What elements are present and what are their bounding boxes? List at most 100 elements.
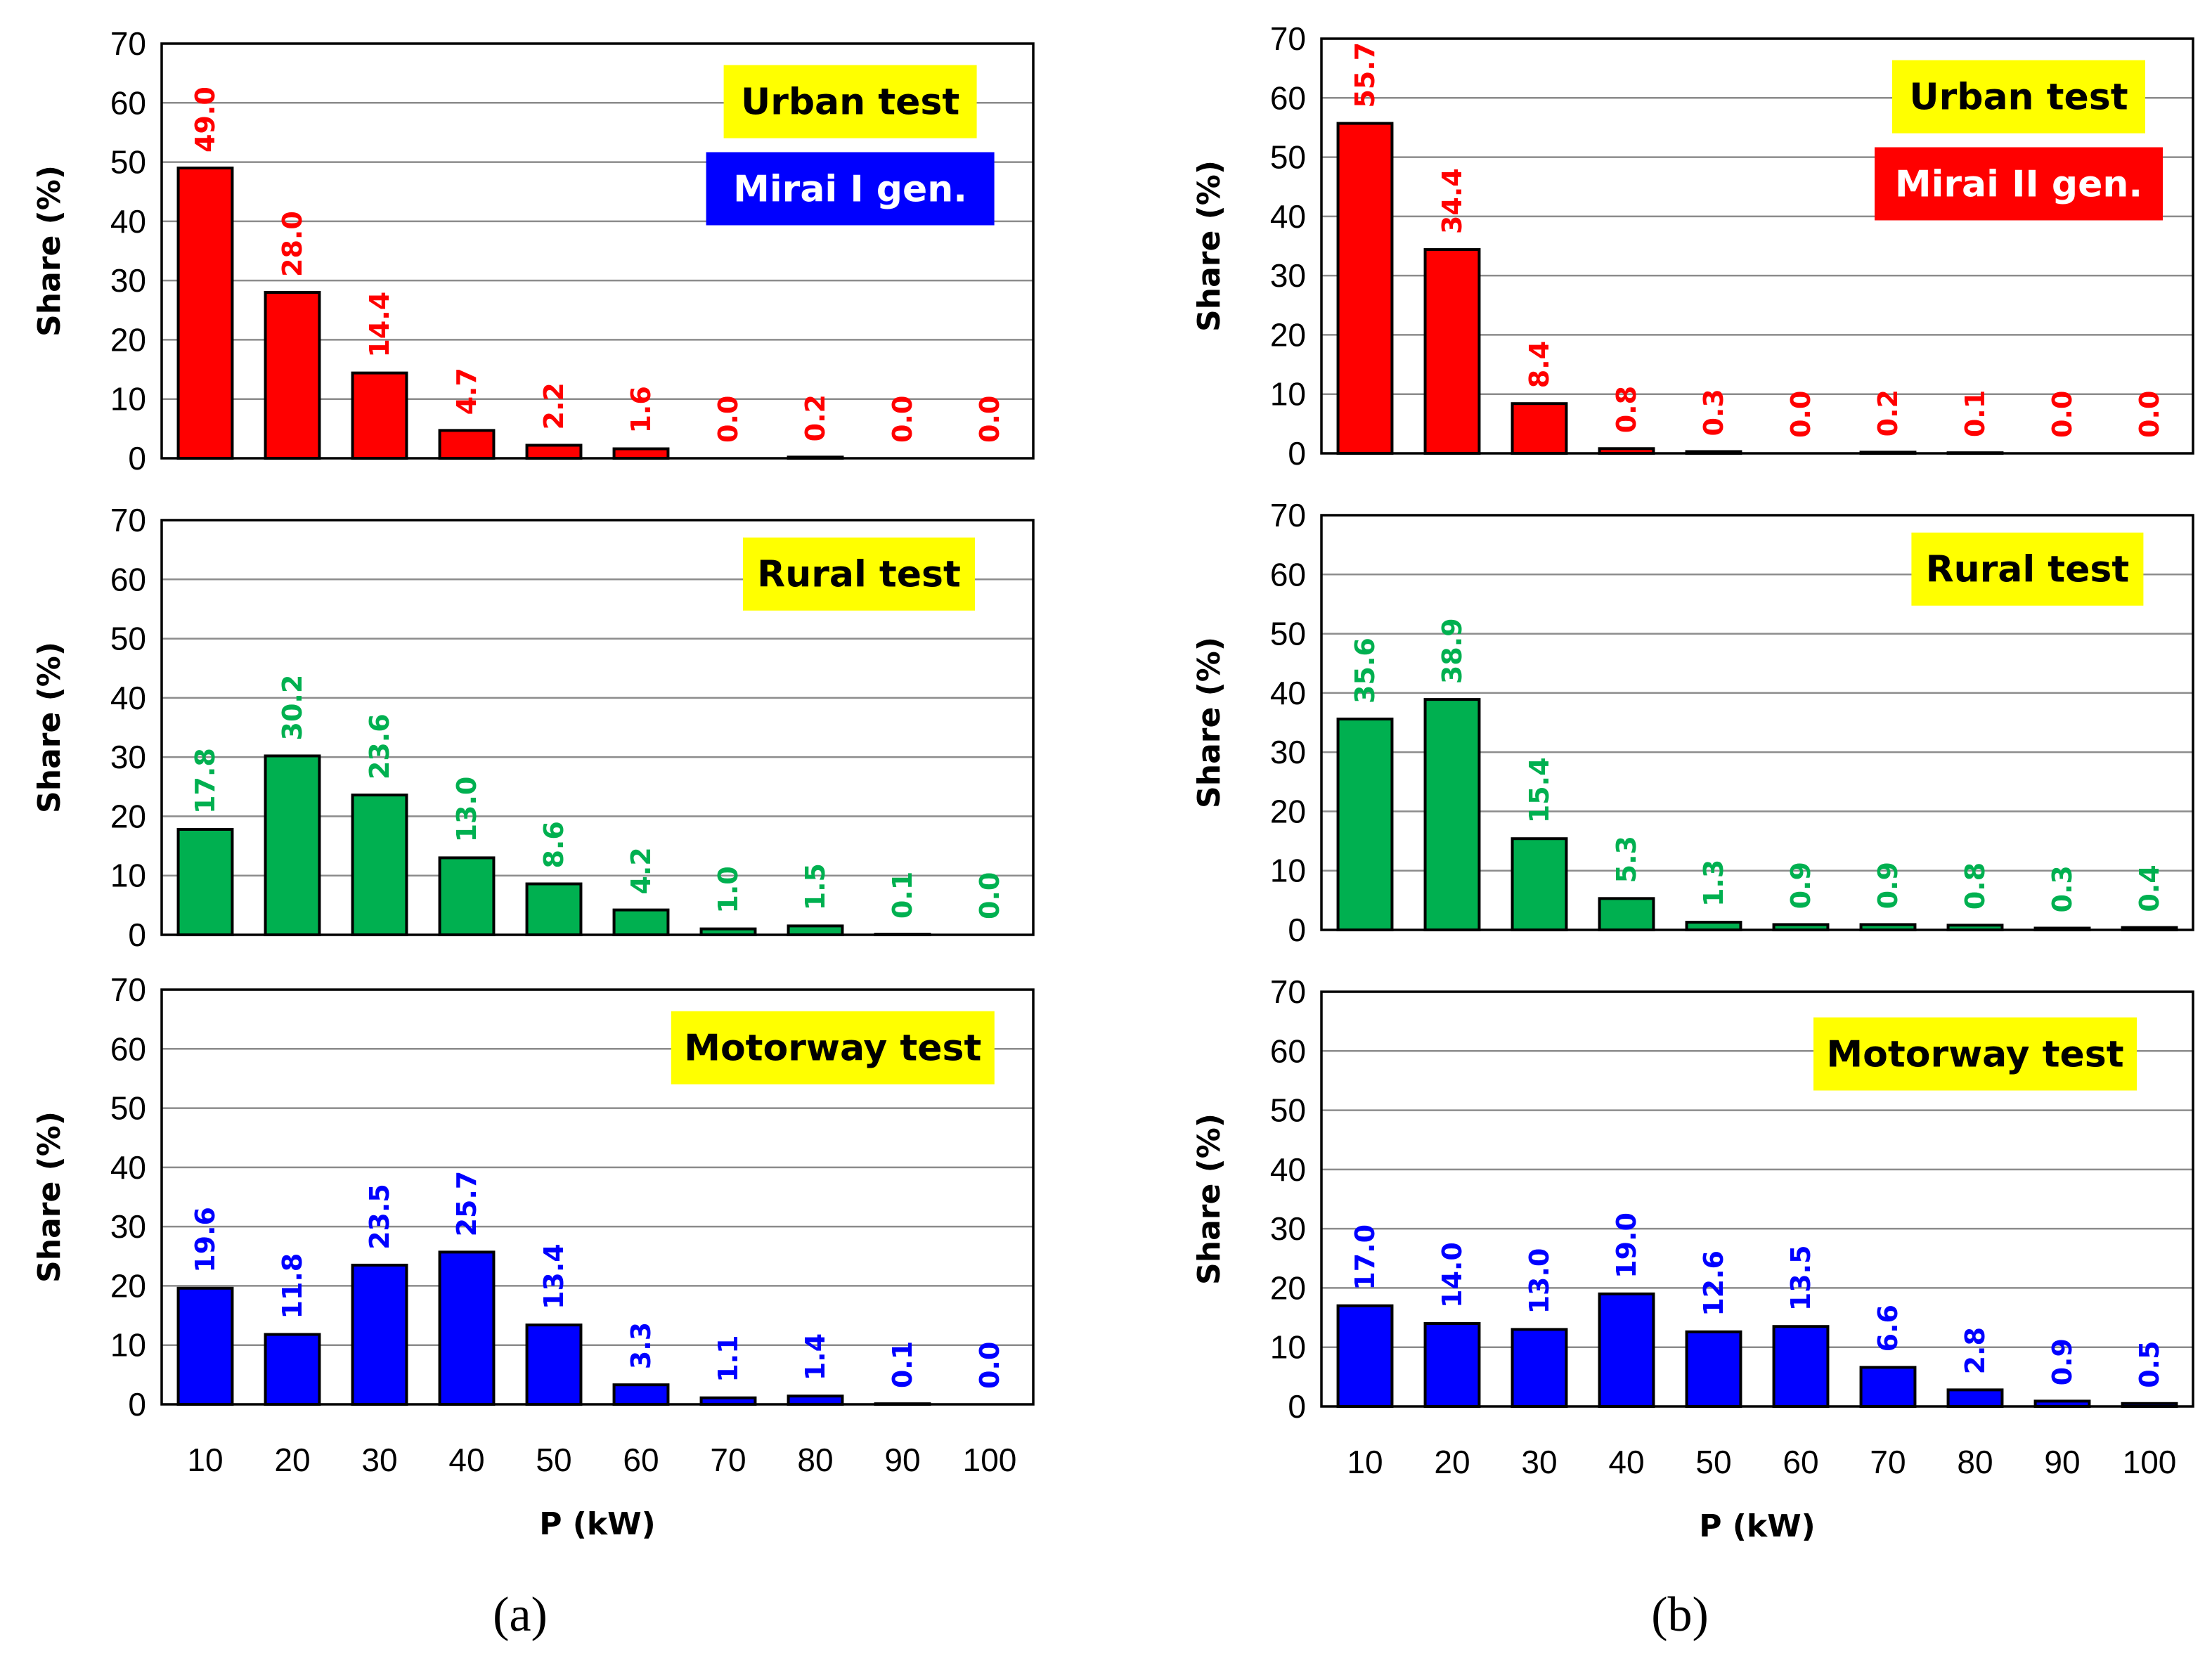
bar: [176, 827, 234, 936]
bar: [525, 444, 583, 460]
bar-value-label: 30.2: [277, 675, 308, 741]
y-tick-label: 10: [1270, 1329, 1306, 1366]
chart-title-badge: Urban test: [741, 82, 959, 124]
bar-value-label: 0.9: [1873, 862, 1903, 909]
bar: [2121, 1402, 2178, 1409]
y-tick-label: 70: [110, 25, 146, 62]
bar: [525, 1324, 583, 1406]
y-tick-label: 60: [1270, 556, 1306, 593]
y-tick-label: 50: [110, 621, 146, 657]
y-tick-label: 0: [1288, 912, 1306, 948]
bar: [2033, 1399, 2091, 1409]
bar-value-label: 23.5: [364, 1184, 395, 1250]
bar-value-label: 0.0: [887, 396, 918, 443]
bar-value-label: 1.6: [626, 386, 657, 433]
y-tick-label: 10: [110, 858, 146, 894]
chart-3: 0 10 20 30 40 50 60 70 Share (%) 19.6 10 11.8 20 23.5…: [32, 971, 1035, 1542]
y-axis-title: Share (%): [1191, 637, 1227, 808]
bar-value-label: 0.2: [1873, 389, 1903, 436]
bar: [1336, 122, 1394, 455]
bar-value-label: 0.1: [887, 872, 918, 919]
bar-value-label: 6.6: [1873, 1305, 1903, 1352]
y-tick-label: 30: [110, 262, 146, 299]
y-tick-label: 40: [110, 680, 146, 716]
y-tick-label: 20: [1270, 1269, 1306, 1306]
y-tick-label: 60: [1270, 1033, 1306, 1069]
bar-value-label: 8.6: [538, 821, 569, 868]
bar-value-label: 17.8: [190, 748, 221, 814]
bar: [264, 291, 321, 460]
x-tick-label: 60: [1783, 1444, 1818, 1480]
y-tick-label: 40: [1270, 675, 1306, 711]
bar-value-label: 1.0: [713, 866, 744, 913]
bar-value-label: 19.6: [190, 1207, 221, 1273]
bar-value-label: 5.3: [1611, 836, 1642, 883]
bar: [787, 455, 844, 460]
y-tick-label: 60: [110, 561, 146, 597]
x-tick-label: 90: [884, 1442, 920, 1478]
y-tick-label: 60: [110, 1030, 146, 1067]
chart-title-badge-bg: [1892, 60, 2145, 134]
y-tick-label: 20: [110, 1267, 146, 1304]
chart-subtitle-badge-bg: [1875, 147, 2163, 221]
bar: [264, 1333, 321, 1406]
x-tick-label: 30: [1521, 1444, 1557, 1480]
bar-value-label: 28.0: [277, 211, 308, 277]
y-tick-label: 0: [128, 917, 146, 953]
bar: [699, 1396, 757, 1406]
plot-frame: [1320, 37, 2194, 455]
x-tick-label: 50: [1695, 1444, 1731, 1480]
y-tick-label: 60: [1270, 79, 1306, 116]
chart-title-badge: Rural test: [1926, 549, 2130, 591]
y-tick-label: 20: [1270, 316, 1306, 353]
x-tick-label: 10: [1347, 1444, 1383, 1480]
bar-value-label: 0.1: [1960, 390, 1991, 437]
bar: [351, 794, 408, 936]
bar: [2033, 926, 2091, 932]
bar: [1598, 447, 1655, 455]
bar: [1511, 402, 1568, 455]
chart-title-badge-bg: [1813, 1017, 2137, 1091]
y-tick-label: 30: [1270, 1210, 1306, 1247]
bar: [1598, 1292, 1655, 1409]
y-tick-label: 0: [128, 1386, 146, 1423]
bar-value-label: 3.3: [626, 1322, 657, 1369]
bar-value-label: 14.4: [364, 292, 395, 358]
plot-frame: [160, 988, 1035, 1406]
chart-5: 0 10 20 30 40 50 60 70 Share (%) 35.6 38.9 15.4 5.3 1…: [1191, 497, 2194, 948]
x-tick-label: 20: [1434, 1444, 1470, 1480]
bar-value-label: 49.0: [190, 86, 221, 153]
x-tick-label: 70: [1870, 1444, 1906, 1480]
y-tick-label: 10: [110, 381, 146, 418]
bar-value-label: 0.4: [2134, 865, 2165, 912]
bar: [176, 167, 234, 460]
y-axis-title: Share (%): [1191, 160, 1227, 332]
y-tick-label: 10: [110, 1327, 146, 1364]
bar: [351, 1263, 408, 1406]
chart-title-badge-bg: [1911, 532, 2144, 606]
bar: [612, 908, 670, 936]
bar-value-label: 1.5: [800, 863, 831, 910]
chart-title-badge: Urban test: [1909, 77, 2128, 119]
y-tick-label: 70: [1270, 973, 1306, 1010]
bar: [612, 1383, 670, 1406]
bar-value-label: 25.7: [451, 1171, 482, 1237]
x-tick-label: 100: [2123, 1444, 2177, 1480]
bar-value-label: 19.0: [1611, 1212, 1642, 1279]
bar-value-label: 35.6: [1350, 638, 1380, 704]
bar-value-label: 55.7: [1350, 42, 1380, 108]
bar: [1511, 837, 1568, 931]
chart-subtitle-badge-bg: [706, 152, 995, 226]
bar: [1859, 451, 1917, 455]
bar: [1336, 1304, 1394, 1408]
chart-title-badge-bg: [671, 1011, 995, 1085]
bar-value-label: 1.3: [1698, 860, 1729, 907]
plot-frame: [1320, 990, 2194, 1408]
bar: [1859, 923, 1917, 932]
x-tick-label: 90: [2044, 1444, 2080, 1480]
bar: [1946, 924, 2004, 932]
chart-1: 0 10 20 30 40 50 60 70 Share (%) 49.0 28.0 14.4 4.7 2…: [32, 25, 1035, 477]
caption-b: (b): [1651, 1588, 1709, 1642]
bar: [1685, 921, 1742, 931]
